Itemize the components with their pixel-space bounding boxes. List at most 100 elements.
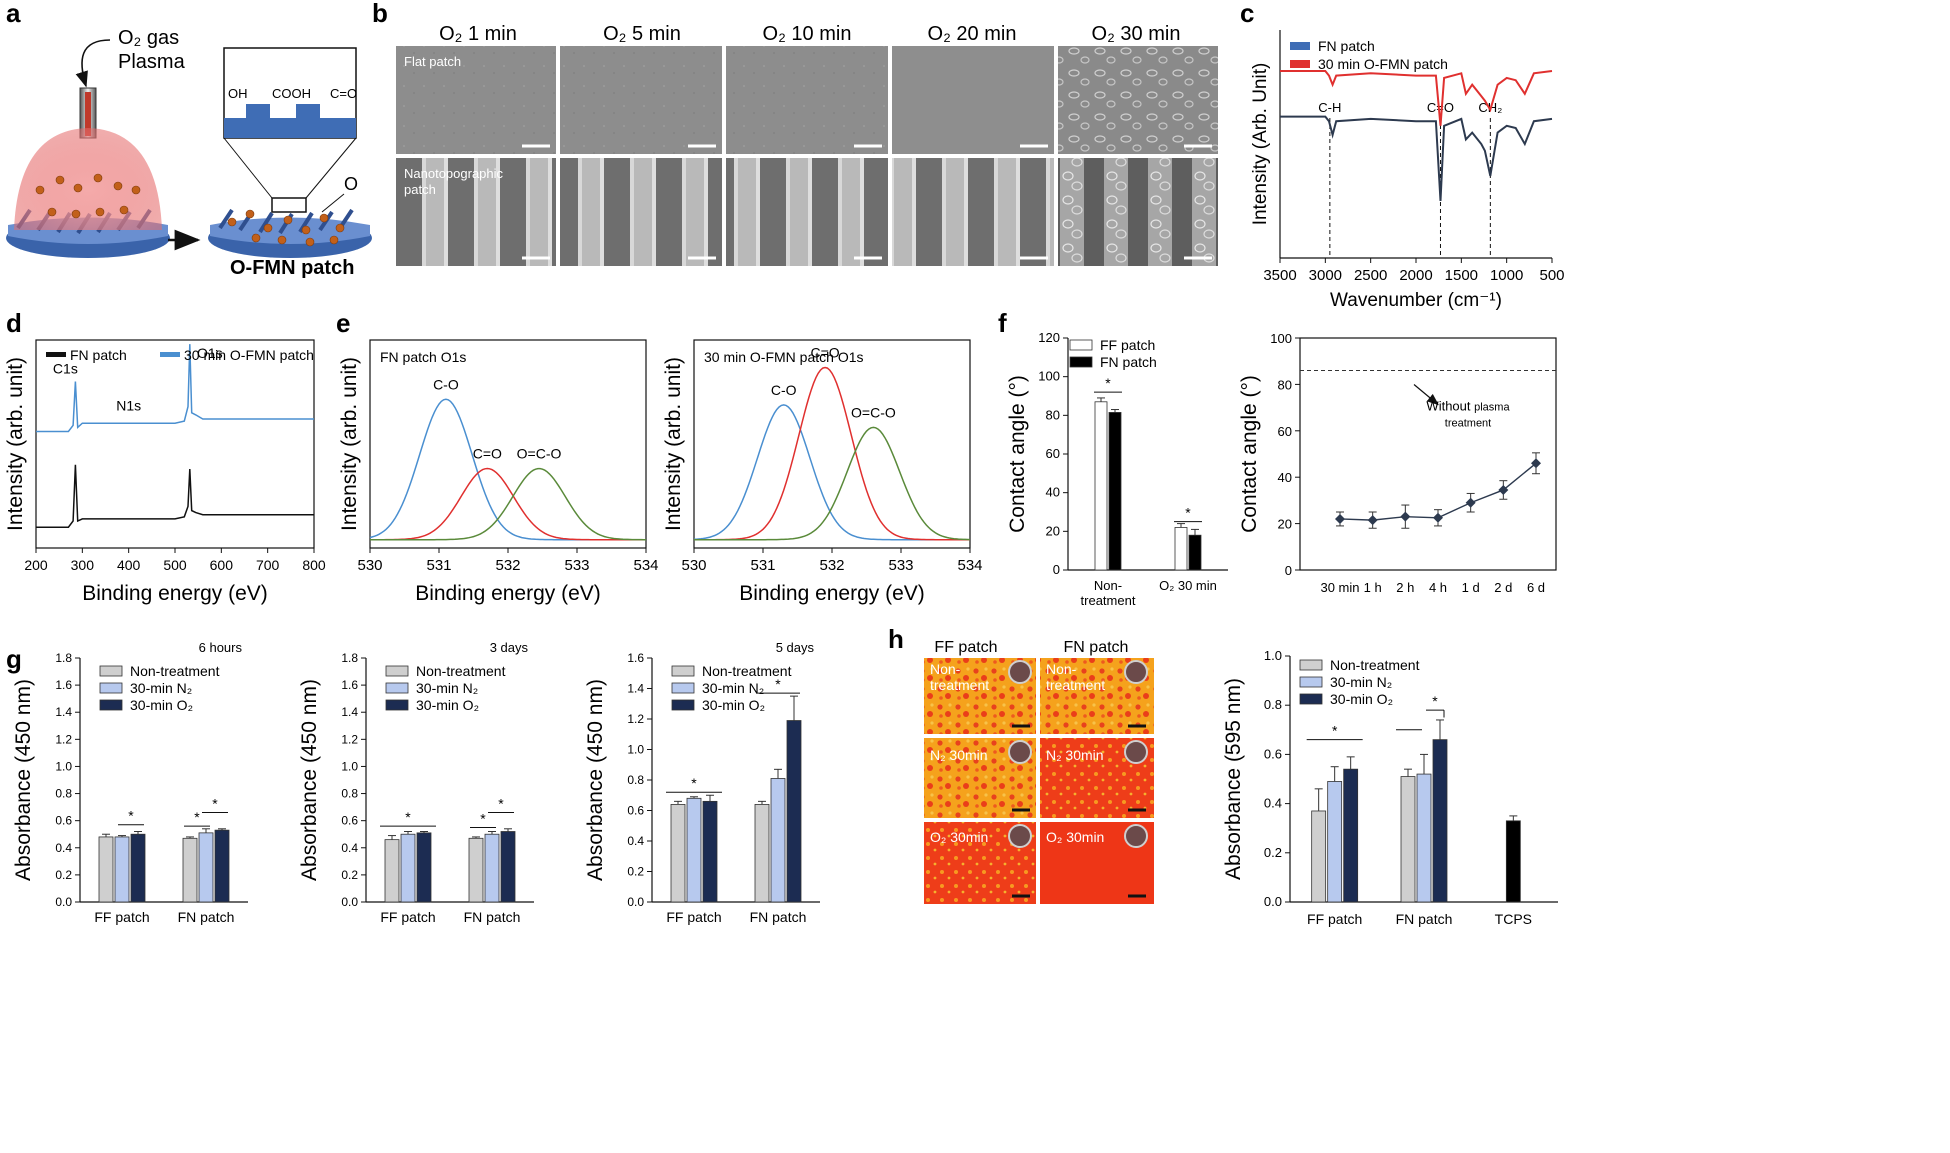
x-tick-label: 532: [495, 557, 520, 574]
x-axis-label: Wavenumber (cm⁻¹): [1330, 290, 1502, 311]
y-tick-label: 0.4: [341, 841, 358, 855]
y-tick-label: 0.8: [55, 787, 72, 801]
y-axis-label: Intensity (arb. unit): [338, 357, 361, 531]
y-tick-label: 1.2: [627, 712, 644, 726]
y-tick-label: 0.0: [1264, 894, 1282, 909]
group-label-co: C=O: [330, 86, 357, 101]
panel-letter-b: b: [372, 0, 388, 28]
y-tick-label: 60: [1046, 446, 1060, 461]
y-tick-label: 0: [1285, 563, 1292, 578]
x-axis-label: Binding energy (eV): [739, 582, 925, 605]
y-tick-label: 20: [1278, 517, 1292, 532]
reference-label-line2: treatment: [1445, 417, 1491, 429]
y-tick-label: 0.6: [1264, 746, 1282, 761]
bar: [500, 831, 516, 903]
bar: [1311, 810, 1327, 903]
bar: [214, 829, 230, 903]
bar: [770, 778, 786, 903]
panel-a-schematic: O₂ gas Plasma OH COOH C=O O O: [6, 27, 372, 279]
legend-swatch: [671, 665, 695, 677]
panel-letter-g: g: [6, 644, 22, 674]
y-tick-label: 0.8: [627, 773, 644, 787]
chart-absorbance-6h: 0.0 0.2 0.4 0.6 0.8 1.0 1.2 1.4 1.6 1.8 FF patch FN…: [12, 640, 248, 925]
significance-star: *: [194, 809, 200, 825]
stain-row-label-o2-ff: O₂ 30min: [930, 829, 988, 845]
y-tick-label: 1.0: [1264, 648, 1282, 663]
stain-col-title-ff: FF patch: [934, 639, 997, 656]
legend-swatch: [1299, 693, 1323, 705]
stain-row-label-n2-fn: N₂ 30min: [1046, 747, 1104, 763]
y-axis-label: Absorbance (450 nm): [298, 679, 321, 881]
zoom-line-right: [305, 137, 357, 199]
x-category-label: TCPS: [1495, 911, 1532, 927]
x-tick-label: 533: [564, 557, 589, 574]
legend-swatch: [671, 682, 695, 694]
legend-label: 30-min O₂: [702, 697, 765, 713]
legend-swatch: [99, 699, 123, 711]
legend-swatch: [385, 699, 409, 711]
peak-label-n1s: N1s: [116, 398, 141, 414]
x-tick-label: 300: [71, 557, 95, 573]
legend-label: 30 min O-FMN patch: [184, 347, 314, 363]
significance-star: *: [1105, 375, 1111, 391]
gas-label-line1: O₂ gas: [118, 27, 179, 49]
x-tick-label: 531: [426, 557, 451, 574]
sem-flat-3: [726, 46, 888, 154]
x-tick-label: 1000: [1490, 267, 1523, 284]
y-tick-label: 0.4: [627, 834, 644, 848]
o1s-peak-oco: [370, 467, 646, 541]
y-tick-label: 1.0: [341, 759, 358, 773]
legend-label: FN patch: [70, 347, 127, 363]
y-tick-label: 40: [1046, 485, 1060, 500]
o1s-peak-co: [370, 467, 646, 541]
sem-flat-1: [396, 46, 556, 154]
sem-col-title-5: O₂ 30 min: [1092, 23, 1181, 45]
x-tick-label: 1 d: [1462, 580, 1480, 595]
sem-nano-2: [560, 158, 722, 266]
oxygen-dots-b: [227, 209, 345, 247]
zoom-line-left: [223, 137, 273, 199]
stain-row-label-non-fn: Non-treatment: [1046, 661, 1105, 693]
legend-label: 30-min N₂: [416, 680, 478, 696]
panel-b-sem-grid: O₂ 1 min O₂ 5 min O₂ 10 min O₂ 20 min O₂…: [396, 23, 1218, 266]
group-label-cooh: COOH: [272, 86, 311, 101]
y-axis-label: Absorbance (450 nm): [584, 679, 607, 881]
x-category-label: FN patch: [750, 909, 807, 925]
y-tick-label: 40: [1278, 470, 1292, 485]
x-category-label: FN patch: [1396, 911, 1453, 927]
x-axis-label: Binding energy (eV): [415, 582, 601, 605]
sem-nano-1: [396, 158, 556, 266]
x-tick-label: 600: [210, 557, 234, 573]
y-tick-label: 0.6: [55, 814, 72, 828]
sem-nano-5: [1058, 158, 1218, 266]
panel-letter-f: f: [998, 308, 1007, 338]
x-tick-label: 200: [24, 557, 48, 573]
data-point: [1531, 458, 1541, 469]
x-axis-label: Binding energy (eV): [82, 582, 268, 605]
bar: [1108, 412, 1122, 571]
y-tick-label: 0.2: [627, 865, 644, 879]
stain-well-icons: [1008, 660, 1148, 848]
x-tick-label: 30 min: [1320, 580, 1359, 595]
significance-star: *: [691, 775, 697, 791]
significance-star: *: [128, 808, 134, 824]
sem-row-label-flat: Flat patch: [404, 54, 461, 69]
patch-title: O-FMN patch: [230, 257, 354, 279]
chart-absorbance-3d: 0.0 0.2 0.4 0.6 0.8 1.0 1.2 1.4 1.6 1.8 FF patch FN…: [298, 640, 534, 925]
bar: [484, 833, 500, 903]
y-tick-label: 0.4: [55, 841, 72, 855]
y-tick-label: 1.8: [55, 651, 72, 665]
y-axis-label: Contact angle (°): [1238, 375, 1261, 533]
bar: [98, 836, 114, 903]
legend-label: Non-treatment: [702, 663, 792, 679]
chart-absorbance-5d: 0.0 0.2 0.4 0.6 0.8 1.0 1.2 1.4 1.6 FF patch FN pa…: [584, 640, 820, 925]
nozzle-core: [85, 92, 91, 136]
legend-label: 30-min N₂: [702, 680, 764, 696]
reference-label: Without plasma: [1426, 398, 1510, 413]
x-tick-label: 4 h: [1429, 580, 1447, 595]
sem-nano-4: [892, 158, 1054, 266]
legend-label: 30-min N₂: [1330, 674, 1392, 690]
y-tick-label: 60: [1278, 424, 1292, 439]
x-tick-label: 700: [256, 557, 280, 573]
